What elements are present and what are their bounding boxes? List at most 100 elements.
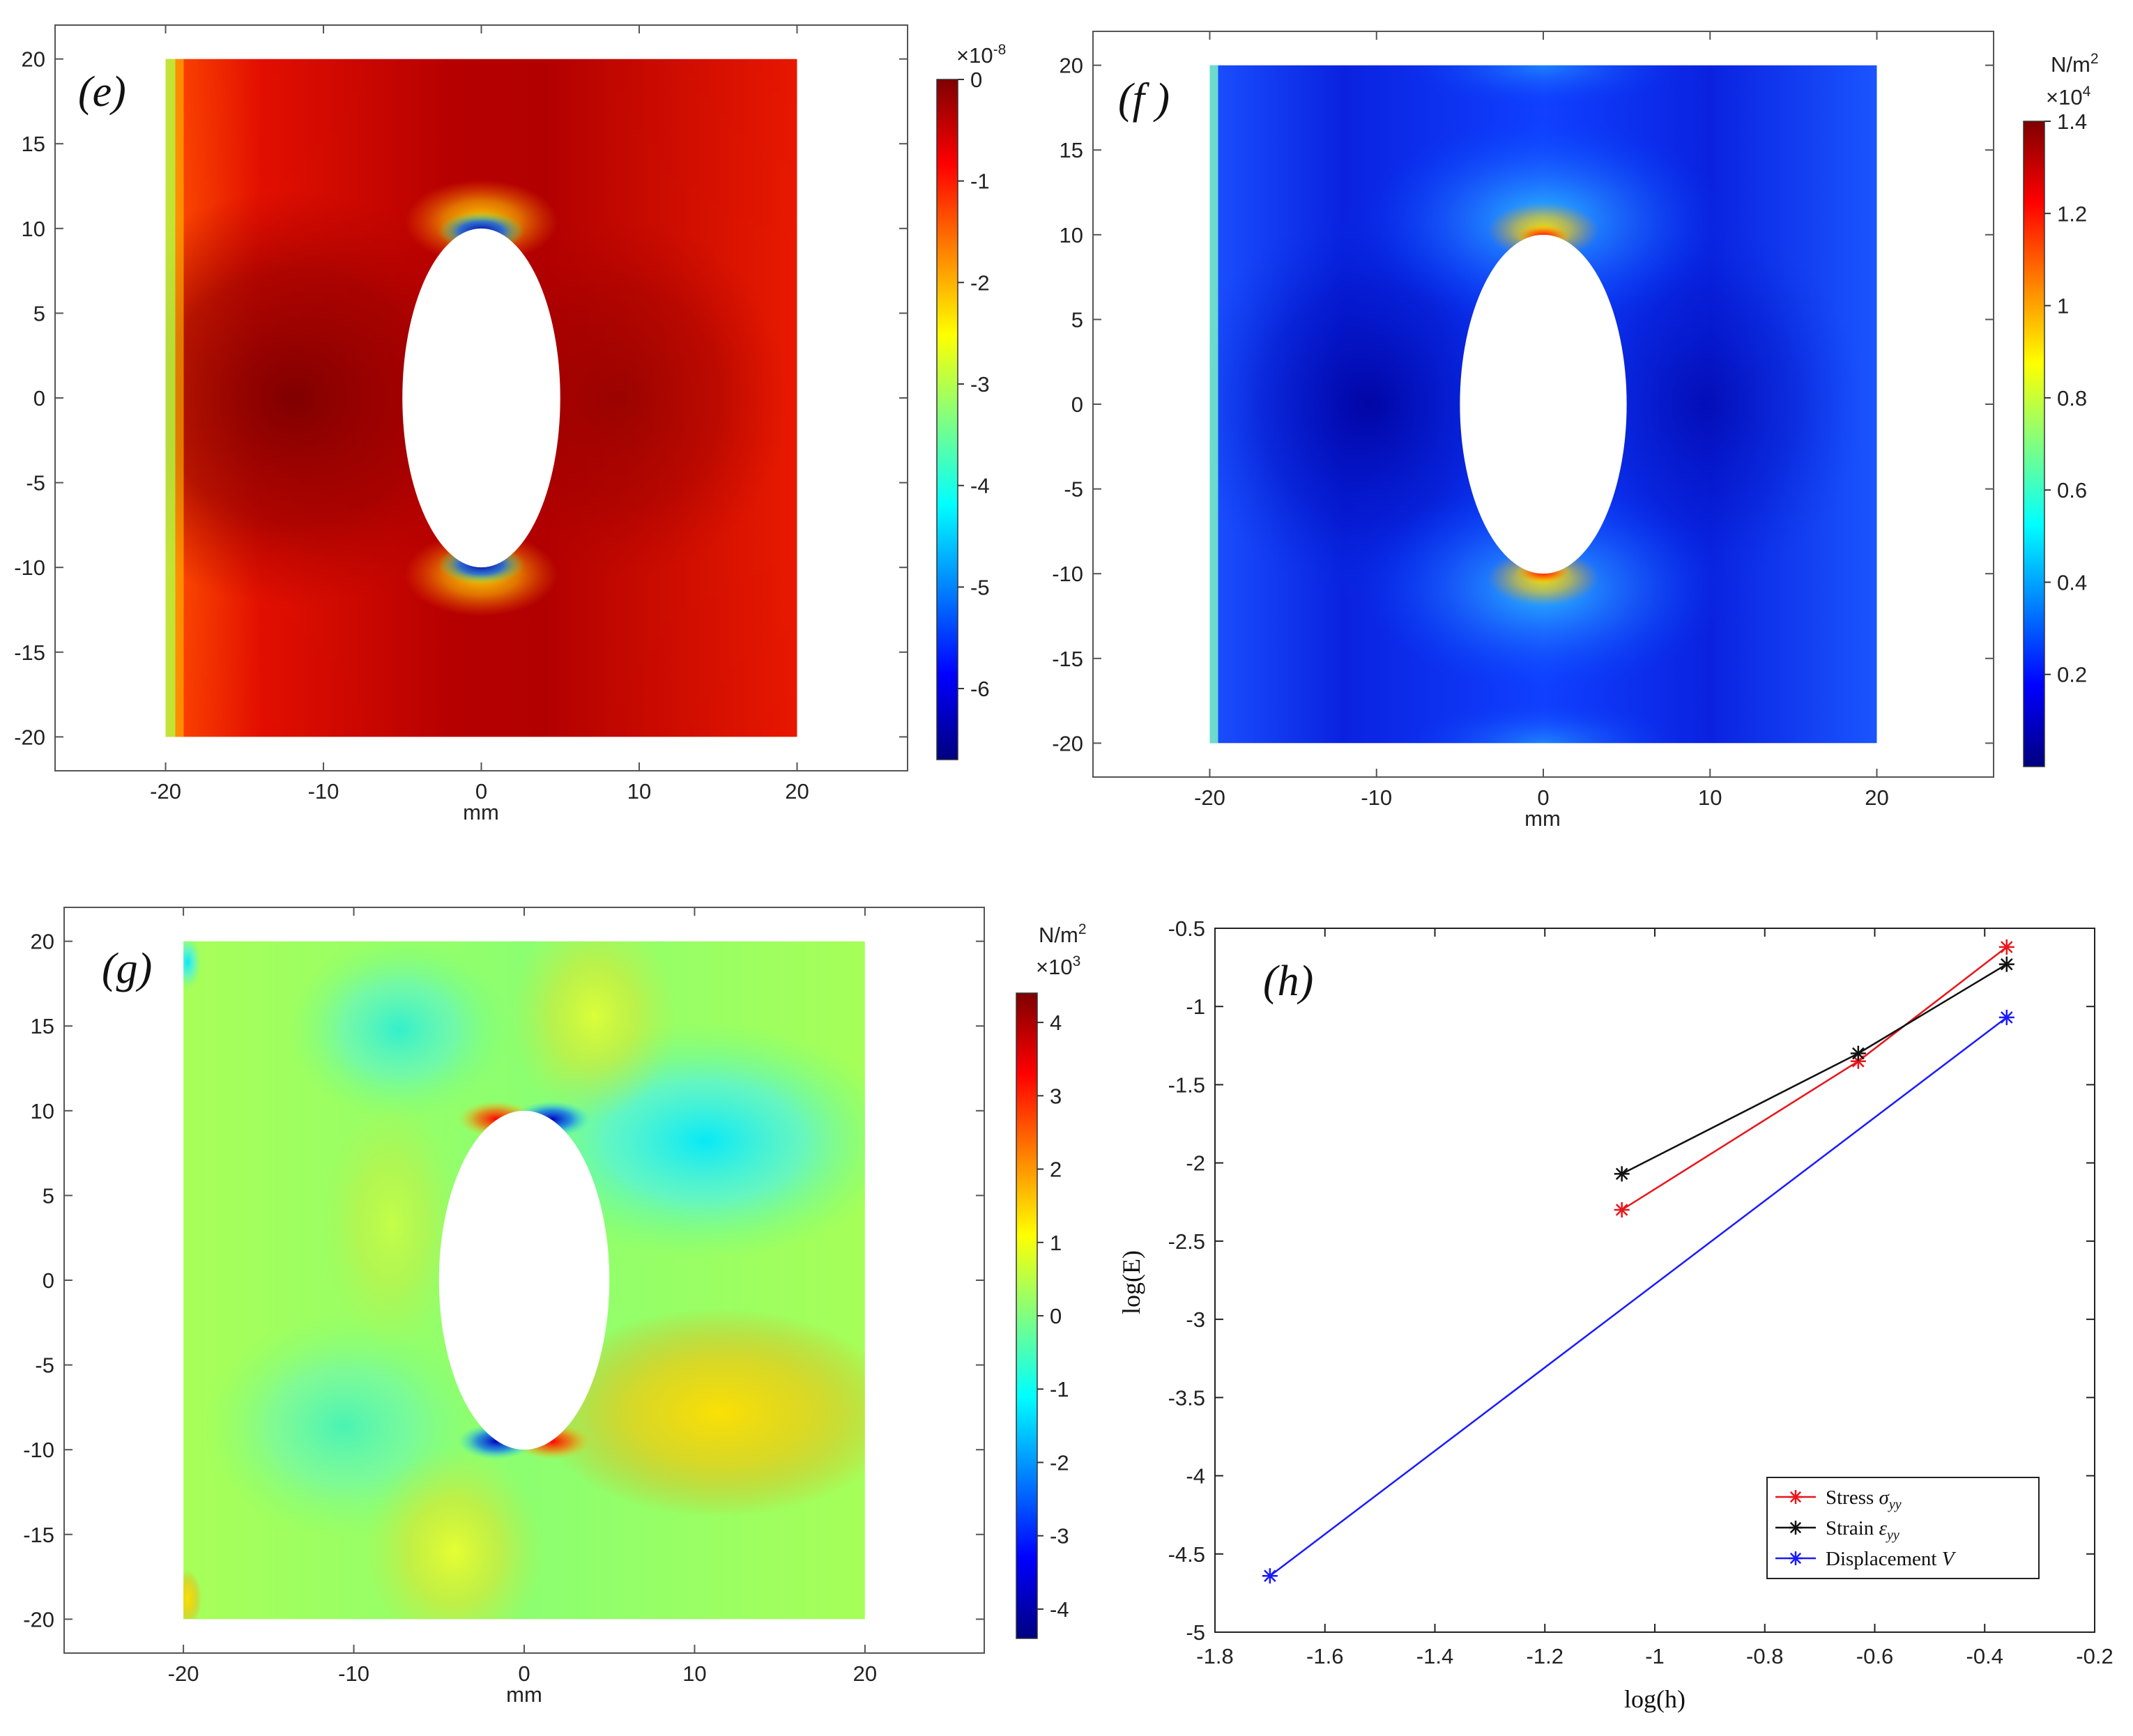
x-tick-label: -1.6 [1306, 1644, 1343, 1668]
panel-e-ticks: -20 -10 0 10 20 20 15 10 5 0 -5 -10 -15 -20 [14, 25, 908, 804]
colorbar-tick-label: -1 [970, 169, 990, 194]
data-point-marker [1998, 956, 2014, 972]
x-tick-label: 20 [853, 1661, 877, 1686]
y-tick-label: -3.5 [1168, 1385, 1205, 1410]
panel-f-field-fill [1209, 65, 1877, 744]
x-tick-label: -1.2 [1527, 1644, 1564, 1668]
colorbar-tick-label: -2 [970, 270, 990, 295]
panel-g-elliptical-hole [438, 1110, 610, 1450]
x-tick-label: -10 [308, 779, 339, 804]
colorbar-tick-label: -5 [970, 575, 990, 599]
data-point-marker [1614, 1166, 1630, 1182]
colorbar-tick-label: 4 [1050, 1011, 1062, 1035]
series-line [1269, 1016, 2008, 1577]
panel-h-plot: -1.8 -1.6 -1.4 -1.2 -1 -0.8 -0.6 -0.4 -0.2 -0.5 -1… [1168, 916, 2113, 1668]
colorbar-tick-label: 0.4 [2057, 570, 2087, 594]
panel-h: -1.8 -1.6 -1.4 -1.2 -1 -0.8 -0.6 -0.4 -0.2 -0.5 -1… [1117, 916, 2113, 1713]
x-tick-label: -1.4 [1416, 1644, 1453, 1668]
x-tick-label: 20 [785, 779, 809, 804]
colorbar-tick-label: 0.6 [2057, 478, 2087, 502]
x-tick-label: -10 [338, 1661, 369, 1686]
y-tick-label: 15 [22, 132, 45, 156]
x-tick-label: 10 [1698, 785, 1722, 810]
panel-g-field [183, 941, 865, 1620]
y-tick-label: -5 [26, 471, 45, 496]
legend-marker [1789, 1521, 1803, 1535]
panel-e-label: (e) [78, 68, 126, 116]
series-stress [1614, 939, 2014, 1217]
y-tick-label: -3 [1186, 1307, 1205, 1332]
legend-entry: Displacement V [1775, 1548, 1957, 1570]
panel-h-xlabel: log(h) [1624, 1685, 1685, 1713]
panel-f-colorbar-unit: N/m2 [2051, 51, 2099, 77]
colorbar-tick-label: -3 [970, 372, 990, 397]
y-tick-label: 5 [43, 1183, 54, 1208]
y-tick-label: 5 [33, 301, 45, 325]
panel-g-ticks: -20 -10 0 10 20 20 15 10 5 0 -5 -10 -15 -20 [23, 907, 984, 1686]
y-tick-label: 15 [31, 1014, 54, 1038]
y-tick-label: 10 [22, 217, 45, 241]
y-tick-label: 20 [22, 47, 45, 72]
y-tick-label: -1 [1186, 994, 1205, 1019]
colorbar-tick-label: 1.2 [2057, 201, 2087, 226]
panel-e-colorbar: 0 -1 -2 -3 -4 -5 -6 [936, 68, 990, 760]
y-tick-label: 0 [43, 1268, 54, 1293]
y-tick-label: -20 [1052, 731, 1083, 755]
legend-entry: Stress σyy [1775, 1487, 1902, 1512]
colorbar-tick-label: 1 [1050, 1231, 1062, 1255]
y-tick-label: -10 [1052, 562, 1083, 586]
y-tick-label: 0 [1071, 392, 1083, 417]
legend-marker [1789, 1551, 1803, 1565]
x-tick-label: -1 [1645, 1644, 1665, 1668]
y-tick-label: -20 [23, 1607, 54, 1631]
colorbar-tick-label: -3 [1050, 1524, 1069, 1549]
panel-g-xlabel: mm [506, 1682, 542, 1707]
panel-h-legend: Stress σyy Strain εyy Displacement V [1766, 1477, 2040, 1579]
x-tick-label: 20 [1865, 785, 1888, 810]
x-tick-label: -1.8 [1196, 1644, 1233, 1668]
panel-f-colorbar-multiplier: ×104 [2046, 84, 2091, 109]
y-tick-label: -5 [35, 1353, 54, 1378]
data-point-marker [1262, 1568, 1278, 1584]
x-tick-label: 0 [518, 1661, 530, 1686]
panel-g-label: (g) [102, 945, 152, 992]
panel-g-colorbar: 4 3 2 1 0 -1 -2 -3 -4 [1016, 992, 1069, 1639]
x-tick-label: -10 [1361, 785, 1392, 810]
panel-e-colorbar-multiplier: ×10-8 [956, 42, 1006, 68]
panel-h-label: (h) [1263, 958, 1313, 1005]
series-strain [1614, 956, 2014, 1182]
y-tick-label: 15 [1060, 138, 1083, 162]
y-tick-label: -1.5 [1168, 1073, 1205, 1097]
x-tick-label: -20 [168, 1661, 199, 1686]
panel-f-label: (f ) [1118, 75, 1170, 123]
x-tick-label: -20 [150, 779, 181, 804]
y-tick-label: 20 [31, 930, 54, 954]
data-point-marker [1614, 1202, 1630, 1217]
y-tick-label: 0 [33, 386, 45, 410]
legend-label: Stress σyy [1826, 1487, 1902, 1512]
legend-marker [1789, 1490, 1803, 1504]
legend-label: Strain εyy [1826, 1517, 1899, 1543]
y-tick-label: 10 [1060, 223, 1083, 247]
data-point-marker [1998, 1009, 2014, 1025]
panel-f-colorbar: 1.4 1.2 1 0.8 0.6 0.4 0.2 [2023, 109, 2087, 767]
x-tick-label: -0.8 [1746, 1644, 1783, 1668]
x-tick-label: 0 [1537, 785, 1549, 810]
panel-f-ticks: -20 -10 0 10 20 20 15 10 5 0 -5 -10 -15 -20 [1052, 31, 1994, 810]
y-tick-label: -4 [1186, 1464, 1205, 1489]
legend-label: Displacement V [1826, 1548, 1957, 1570]
series-displacement [1262, 1009, 2014, 1584]
y-tick-label: -15 [14, 640, 45, 665]
colorbar-tick-label: -2 [1050, 1450, 1069, 1475]
colorbar-tick-label: 0 [970, 68, 982, 92]
y-tick-label: -15 [23, 1523, 54, 1547]
panel-g-colorbar-multiplier: ×103 [1036, 953, 1080, 979]
x-tick-label: 10 [682, 1661, 706, 1686]
y-tick-label: 20 [1060, 54, 1083, 78]
data-point-marker [1850, 1045, 1866, 1061]
colorbar-tick-label: 0.8 [2057, 386, 2087, 410]
x-tick-label: -0.4 [1966, 1644, 2003, 1668]
